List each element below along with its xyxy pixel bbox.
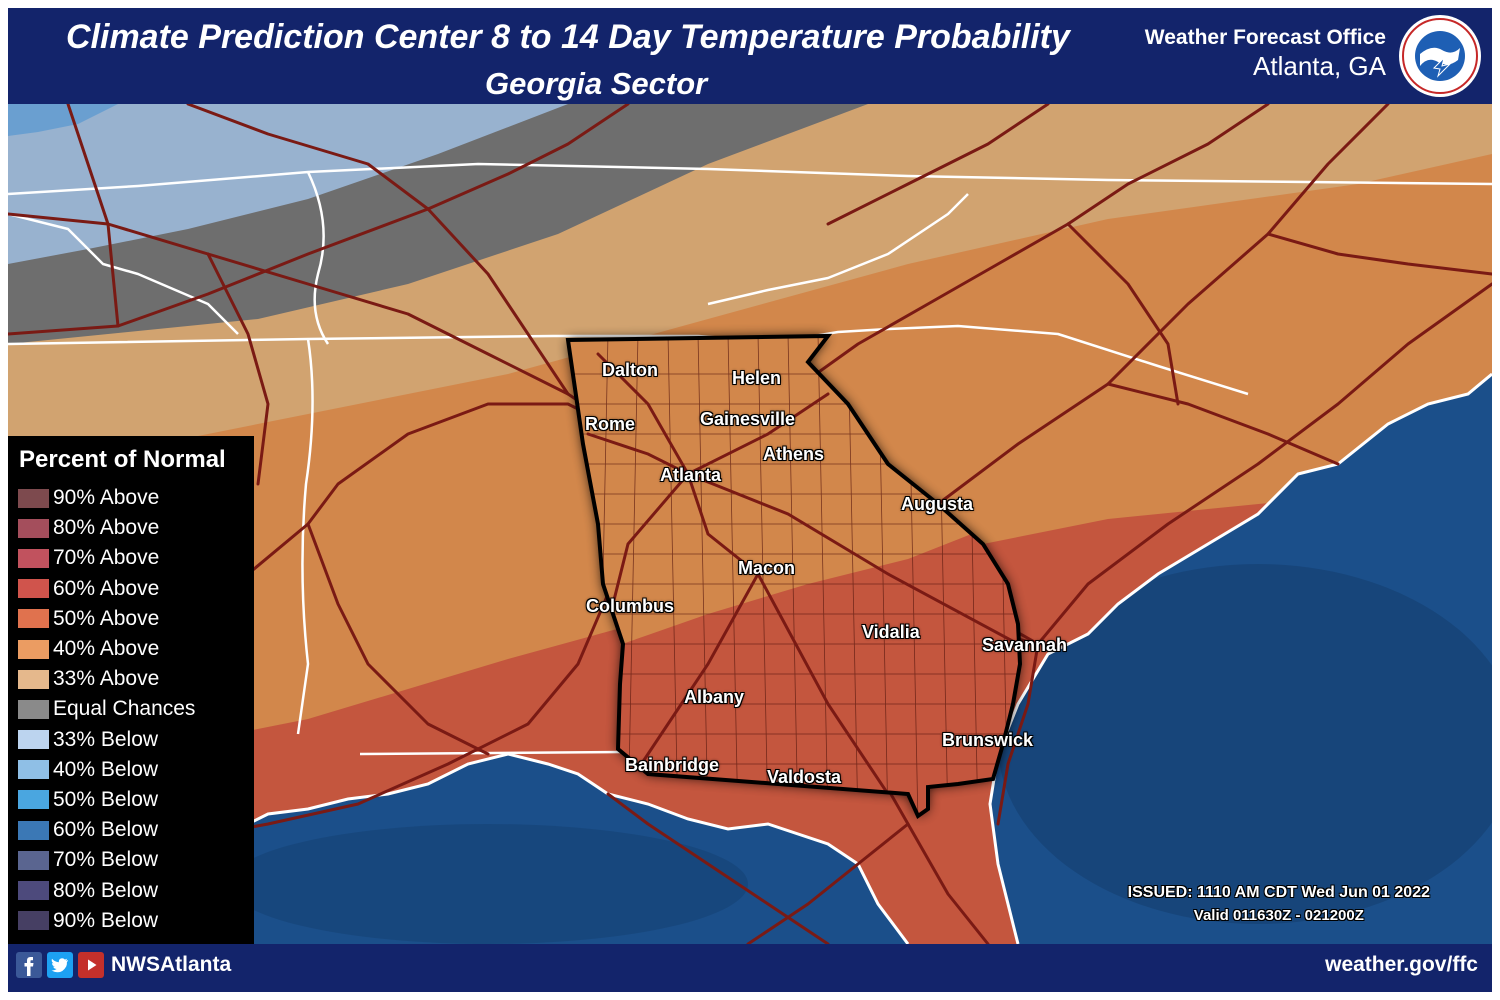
legend-title: Percent of Normal [19,446,226,473]
legend-item: 70% Below [18,845,195,875]
valid-period: Valid 011630Z - 021200Z [1193,907,1364,924]
page-subtitle: Georgia Sector [485,66,708,101]
legend-label: 33% Below [53,727,159,751]
legend-label: 70% Above [53,546,160,570]
legend-items: 90% Above 80% Above 70% Above 60% Above … [18,483,195,936]
city-albany: Albany [684,687,745,707]
legend-item: 33% Above [18,664,195,694]
legend-label: 40% Above [53,637,160,661]
city-atlanta: Atlanta [660,465,722,485]
city-macon: Macon [738,558,796,578]
legend-swatch [18,911,49,931]
website-link[interactable]: weather.gov/ffc [1325,953,1478,976]
legend-item: 70% Above [18,543,195,573]
nws-logo-icon [1399,15,1481,97]
legend-item: 40% Below [18,755,195,785]
office-info: Weather Forecast Office Atlanta, GA [1145,26,1386,82]
legend-swatch [18,760,49,780]
legend-label: 60% Above [53,576,160,600]
zone-33-below [8,104,568,264]
legend-label: Equal Chances [53,697,196,721]
city-columbus: Columbus [586,596,674,616]
legend-swatch [18,609,49,629]
office-location: Atlanta, GA [1253,51,1386,81]
legend-item: 90% Above [18,483,195,513]
graphic-frame: Climate Prediction Center 8 to 14 Day Te… [8,8,1492,992]
legend-label: 60% Below [53,818,159,842]
footer-bar: NWSAtlanta weather.gov/ffc [8,944,1492,992]
city-rome: Rome [585,414,636,434]
legend-swatch [18,488,49,508]
city-bainbridge: Bainbridge [625,755,720,775]
city-dalton: Dalton [602,360,658,380]
city-athens: Athens [763,444,825,464]
legend-swatch [18,820,49,840]
legend-label: 80% Above [53,516,160,540]
city-gainesville: Gainesville [700,409,796,429]
state-borders [8,162,1492,756]
legend-swatch [18,548,49,568]
social-handle[interactable]: NWSAtlanta [111,953,232,976]
legend-item: 50% Below [18,785,195,815]
legend-item: 60% Above [18,574,195,604]
legend-swatch [18,579,49,599]
forecast-map: Dalton Helen Rome Gainesville Athens Atl… [8,102,1492,946]
office-name: Weather Forecast Office [1144,26,1386,49]
city-brunswick: Brunswick [942,730,1034,750]
legend-swatch [18,518,49,538]
legend-swatch [18,730,49,750]
georgia-border [565,333,1023,820]
page-title: Climate Prediction Center 8 to 14 Day Te… [66,18,1070,56]
map-canvas [8,102,1492,946]
twitter-icon[interactable] [47,952,73,978]
legend-swatch [18,669,49,689]
legend: Percent of Normal 90% Above 80% Above 70… [8,436,254,944]
legend-swatch [18,699,49,719]
social-links: NWSAtlanta [16,952,231,978]
legend-item: 40% Above [18,634,195,664]
legend-label: 33% Above [53,667,160,691]
coastline [247,372,1492,945]
city-savannah: Savannah [982,635,1068,655]
header-bar: Climate Prediction Center 8 to 14 Day Te… [8,8,1492,104]
legend-label: 90% Above [53,486,160,510]
issued-time: ISSUED: 1110 AM CDT Wed Jun 01 2022 [1127,884,1430,901]
legend-item: Equal Chances [18,694,195,724]
legend-label: 70% Below [53,848,159,872]
legend-swatch [18,850,49,870]
legend-swatch [18,881,49,901]
issued-info: ISSUED: 1110 AM CDT Wed Jun 01 2022 Vali… [1128,884,1430,924]
legend-swatch [18,639,49,659]
legend-item: 60% Below [18,815,195,845]
legend-label: 90% Below [53,908,159,932]
legend-item: 80% Below [18,875,195,905]
city-valdosta: Valdosta [767,767,842,787]
youtube-icon[interactable] [78,952,104,978]
legend-label: 80% Below [53,878,159,902]
city-augusta: Augusta [901,494,973,514]
legend-item: 33% Below [18,725,195,755]
legend-label: 50% Above [53,606,160,630]
city-vidalia: Vidalia [862,622,920,642]
legend-item: 90% Below [18,906,195,936]
city-helen: Helen [732,368,782,388]
legend-item: 80% Above [18,513,195,543]
facebook-icon[interactable] [16,952,42,978]
legend-label: 50% Below [53,787,159,811]
legend-item: 50% Above [18,604,195,634]
legend-swatch [18,790,49,810]
legend-label: 40% Below [53,757,159,781]
